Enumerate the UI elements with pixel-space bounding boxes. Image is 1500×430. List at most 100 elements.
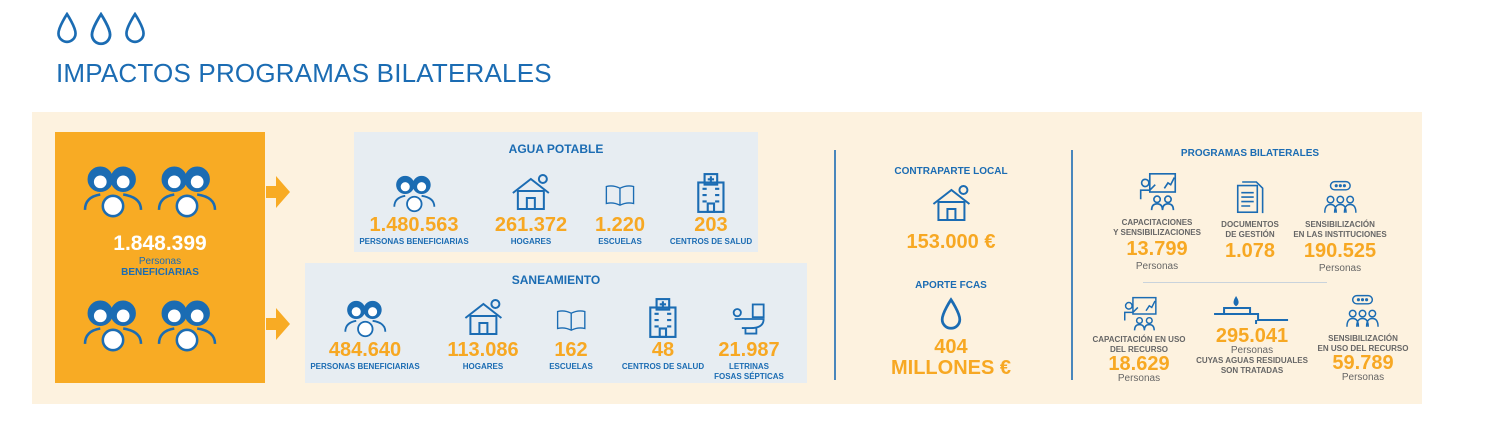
unit: Personas [1318,263,1362,274]
total-beneficiaries-box: 1.848.399 Personas BENEFICIARIAS [55,132,265,383]
label: DE GESTIÓN [1225,230,1275,239]
divider [1071,150,1073,380]
unit: Personas [1230,345,1274,356]
saneamiento-title: SANEAMIENTO [511,273,601,287]
document-icon [1234,180,1266,216]
label: PERSONAS BENEFICIARIAS [359,237,469,246]
label: HOGARES [510,237,552,246]
label: CENTROS DE SALUD [669,237,753,246]
unit: Personas [1135,261,1179,272]
agua-item-personas: 1.480.563 PERSONAS BENEFICIARIAS [359,174,469,247]
drop-icon [56,12,78,44]
label: CAPACITACIONES [1121,218,1193,227]
value: 113.086 [447,339,519,361]
agua-item-hogares: 261.372 HOGARES [495,172,567,247]
aporte-value: 404 [934,336,968,358]
hospital-icon [645,297,681,339]
label: LETRINAS [728,362,769,371]
label: SENSIBILIZACIÓN [1328,334,1398,343]
san-item-personas: 484.640 PERSONAS BENEFICIARIAS [310,299,420,372]
label: HOGARES [462,362,504,371]
aporte-fcas: APORTE FCAS 404 MILLONES € [891,280,1011,379]
value: 261.372 [494,214,568,236]
value: 13.799 [1126,238,1188,260]
separator [1143,282,1327,283]
value: 48 [651,339,675,361]
label: ESCUELAS [598,237,642,246]
label: FOSAS SÉPTICAS [714,372,784,381]
prog-sensibilizacion-uso: SENSIBILIZACIÓN EN USO DEL RECURSO 59.789 P… [1317,294,1409,383]
total-value: 1.848.399 [113,232,207,255]
saneamiento-panel: SANEAMIENTO 484.640 PERSONAS BENEFICIARIA… [305,263,807,383]
page-title: IMPACTOS PROGRAMAS BILATERALES [56,58,552,88]
label: SENSIBILIZACIÓN [1305,220,1375,229]
programas-title: PROGRAMAS BILATERALES [1180,148,1320,159]
logo-drops [56,12,146,46]
drop-icon [124,12,146,44]
house-icon [929,183,973,225]
people-icon [81,164,145,220]
agua-item-escuelas: 1.220 ESCUELAS [595,176,645,247]
hospital-icon [693,172,729,214]
value: 190.525 [1303,240,1377,262]
san-item-letrinas: 21.987 LETRINAS FOSAS SÉPTICAS [714,299,784,382]
agua-potable-panel: AGUA POTABLE 1.480.563 PERSONAS BENEFICIA… [354,132,758,252]
label: EN LAS INSTITUCIONES [1293,230,1387,239]
people-icon [155,164,219,220]
book-icon [603,176,637,214]
label: CAPACITACIÓN EN USO [1092,335,1186,344]
house-icon [509,172,553,214]
value: 203 [694,214,728,236]
label: DOCUMENTOS [1221,220,1279,229]
value: 484.640 [328,339,402,361]
value: 1.480.563 [369,214,459,236]
aporte-title: APORTE FCAS [915,280,987,291]
people-icon [391,174,437,214]
label: EN USO DEL RECURSO [1317,344,1409,353]
prog-aguas-tratadas: 295.041 Personas CUYAS AGUAS RESIDUALES SON… [1196,296,1308,376]
contraparte-local: CONTRAPARTE LOCAL 153.000 € [894,166,1007,254]
san-item-centros-salud: 48 CENTROS DE SALUD [622,297,704,372]
unit: Personas [1117,373,1161,384]
prog-documentos: DOCUMENTOS DE GESTIÓN 1.078 [1221,180,1279,263]
label: SON TRATADAS [1220,366,1284,375]
total-unit: Personas [138,256,182,267]
value: 59.789 [1332,352,1394,374]
value: 162 [554,339,588,361]
group-chat-icon [1345,294,1381,330]
divider [834,150,836,380]
label: CENTROS DE SALUD [621,362,705,371]
prog-capacitacion-uso: CAPACITACIÓN EN USO DEL RECURSO 18.629 Pers… [1092,296,1186,384]
contraparte-title: CONTRAPARTE LOCAL [894,166,1008,177]
people-icon [81,298,145,354]
label: DEL RECURSO [1109,345,1169,354]
total-label: BENEFICIARIAS [121,267,199,278]
arrow-right-icon [266,308,290,340]
group-chat-icon [1322,180,1358,216]
label: PERSONAS BENEFICIARIAS [310,362,420,371]
arrow-right-icon [266,176,290,208]
contraparte-value: 153.000 € [906,231,996,253]
agua-title: AGUA POTABLE [508,142,604,156]
toilet-icon [729,299,769,339]
prog-capacitaciones: CAPACITACIONES Y SENSIBILIZACIONES 13.799 P… [1113,172,1201,272]
presentation-icon [1137,172,1177,212]
value: 1.078 [1224,240,1276,262]
presentation-icon [1121,296,1157,332]
water-treatment-icon [1212,296,1292,326]
prog-sensibilizacion-instituciones: SENSIBILIZACIÓN EN LAS INSTITUCIONES 190.5… [1293,180,1387,274]
drop-icon [88,12,114,46]
value: 1.220 [594,214,646,236]
book-icon [554,301,588,339]
drop-icon [940,297,962,331]
aporte-unit: MILLONES € [890,357,1012,379]
san-item-hogares: 113.086 HOGARES [447,297,519,372]
people-icon [155,298,219,354]
value: 21.987 [718,339,780,361]
unit: Personas [1341,372,1385,383]
value: 295.041 [1215,325,1289,347]
label: Y SENSIBILIZACIONES [1113,228,1201,237]
value: 18.629 [1108,353,1170,375]
label: ESCUELAS [549,362,593,371]
people-icon [342,299,388,339]
